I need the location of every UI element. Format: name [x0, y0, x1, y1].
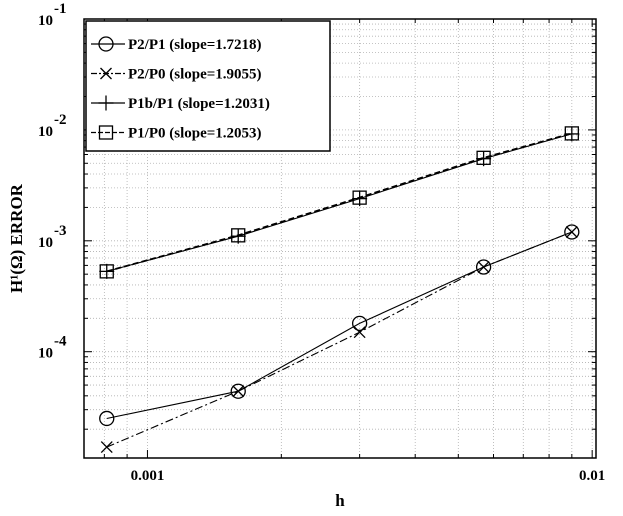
marker-square: [231, 228, 246, 243]
x-axis-label: h: [335, 491, 345, 510]
y-tick-label: 10-2: [38, 112, 67, 140]
legend-label: P2/P1 (slope=1.7218): [128, 37, 262, 53]
y-tick-label: 10-4: [38, 334, 67, 362]
grid: [84, 19, 596, 458]
marker-x: [232, 385, 245, 398]
legend-label: P1b/P1 (slope=1.2031): [128, 96, 270, 112]
marker-x: [353, 326, 366, 339]
marker-square: [564, 126, 579, 141]
marker-circle: [564, 224, 580, 240]
y-tick-base: 10: [38, 124, 53, 140]
marker-x: [477, 261, 490, 273]
y-tick-exponent: -4: [54, 334, 67, 350]
y-tick-base: 10: [38, 346, 53, 362]
series-2: [100, 226, 578, 454]
y-tick-base: 10: [38, 13, 53, 29]
marker-square: [98, 125, 114, 140]
y-tick-label: 10-3: [38, 223, 67, 251]
y-tick-exponent: -2: [54, 112, 67, 128]
legend-item-1: P2/P1 (slope=1.7218): [91, 36, 262, 53]
y-tick-label: 10-1: [38, 1, 67, 29]
plot-frame: [83, 18, 597, 459]
legend-item-3: P1b/P1 (slope=1.2031): [91, 95, 270, 112]
series-4: [99, 126, 579, 279]
marker-circle: [475, 259, 492, 275]
marker-x: [565, 226, 578, 238]
marker-circle: [98, 36, 114, 52]
legend-box: [85, 20, 331, 152]
series-1: [99, 224, 580, 427]
legend-label: P1/P0 (slope=1.2053): [128, 126, 262, 142]
x-tick-label: 0.01: [579, 468, 605, 484]
y-tick-base: 10: [38, 235, 53, 251]
marker-circle: [230, 383, 246, 399]
series-line: [106, 132, 573, 273]
y-axis-label: H¹(Ω) ERROR: [7, 183, 26, 293]
legend-label: P2/P0 (slope=1.9055): [128, 67, 262, 83]
marker-square: [99, 264, 114, 279]
marker-circle: [351, 315, 368, 332]
marker-square: [352, 190, 367, 205]
marker-square: [476, 150, 491, 165]
marker-x: [100, 67, 112, 80]
marker-x: [100, 441, 113, 454]
legend-item-4: P1/P0 (slope=1.2053): [91, 125, 262, 142]
y-tick-exponent: -3: [54, 223, 67, 239]
series-line: [106, 231, 573, 448]
legend: P2/P1 (slope=1.7218) P2/P0 (slope=1.9055)…: [85, 20, 331, 152]
y-tick-exponent: -1: [54, 1, 67, 17]
marker-circle: [99, 410, 115, 427]
legend-item-2: P2/P0 (slope=1.9055): [91, 67, 262, 83]
marker-plus: [98, 95, 114, 111]
series: [99, 126, 580, 454]
x-tick-label: 0.001: [131, 468, 165, 484]
